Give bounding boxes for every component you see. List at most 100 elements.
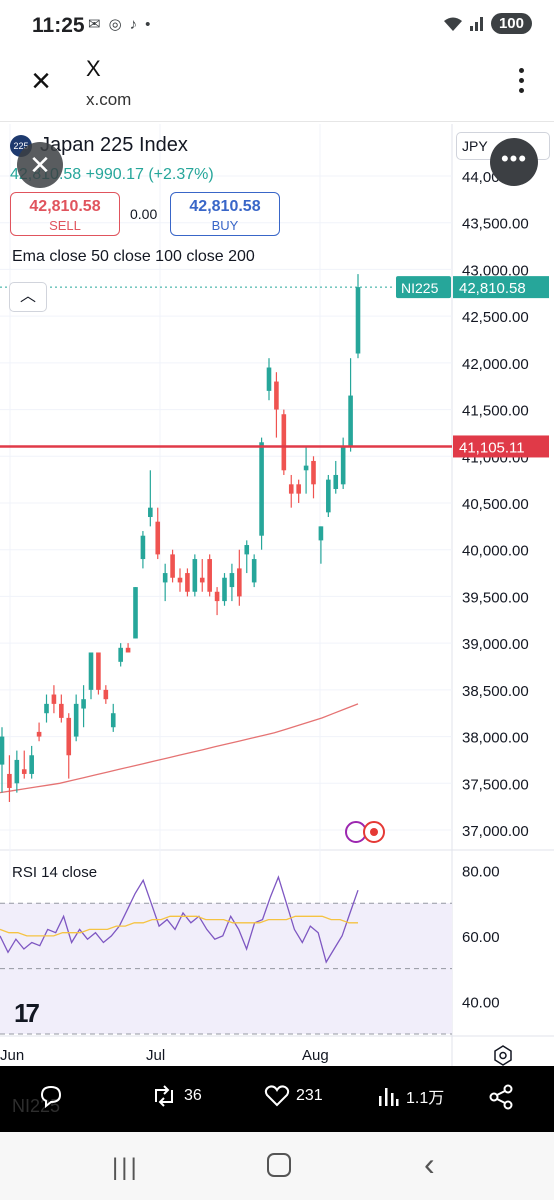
candle-body <box>311 460 316 485</box>
chrome-icon: ◎ <box>108 16 122 33</box>
candle-body <box>162 573 168 583</box>
candle-body <box>266 367 272 391</box>
status-time: 11:25 <box>32 14 85 37</box>
indicator-label[interactable]: Ema close 50 close 100 close 200 <box>12 248 255 265</box>
candle-body <box>96 652 101 690</box>
price-tick-label: 43,500.00 <box>462 216 529 233</box>
dot-icon: • <box>145 15 151 33</box>
settings-icon <box>494 1045 512 1066</box>
price-tick-label: 39,500.00 <box>462 589 529 606</box>
notification-icons: ✉ ◎ ♪ • <box>88 15 151 34</box>
candle-body <box>155 521 161 555</box>
tradingview-logo-icon: 17 <box>14 998 40 1028</box>
candle-body <box>103 689 109 700</box>
reply-button[interactable] <box>38 1084 64 1108</box>
last-symbol-badge <box>396 276 451 299</box>
price-tick-label: 37,000.00 <box>462 823 529 840</box>
price-tick-label: 39,000.00 <box>462 636 529 653</box>
candle-body <box>177 577 183 583</box>
candle-body <box>348 395 353 447</box>
price-tick-label: 40,500.00 <box>462 496 529 513</box>
price-tick-label: 37,500.00 <box>462 776 529 793</box>
price-tick-label: 38,000.00 <box>462 730 529 747</box>
views-button[interactable]: 1.1万 <box>376 1084 444 1108</box>
candle-body <box>207 559 212 592</box>
candle-body <box>244 545 250 555</box>
spread-value: 0.00 <box>130 206 158 222</box>
heart-icon <box>264 1085 290 1107</box>
candle-body <box>36 731 42 737</box>
like-count: 231 <box>296 1087 323 1104</box>
wifi-icon <box>443 17 462 31</box>
candle-body <box>0 736 5 765</box>
price-tick-label: 40,000.00 <box>462 543 529 560</box>
level-price-badge <box>453 435 549 458</box>
signal-icon <box>469 16 483 31</box>
share-button[interactable] <box>488 1084 514 1110</box>
candle-body <box>29 755 34 774</box>
price-tick-label: 42,500.00 <box>462 309 529 326</box>
tiktok-icon: ♪ <box>129 15 138 33</box>
rsi-line <box>0 875 359 964</box>
back-icon[interactable]: ‹ <box>424 1146 435 1182</box>
close-icon[interactable]: × <box>31 62 51 100</box>
time-tick-label: Jun <box>0 1047 24 1064</box>
candle-body <box>326 479 331 513</box>
repost-button[interactable]: 36 <box>150 1084 202 1108</box>
time-tick-label: Jul <box>146 1047 165 1064</box>
candle-body <box>7 773 12 788</box>
views-icon <box>379 1088 399 1106</box>
candle-body <box>199 577 205 583</box>
settings-center-icon <box>499 1051 507 1060</box>
system-icons: 100 <box>443 13 532 34</box>
buy-label: BUY <box>211 218 239 233</box>
level-price-label: 41,105.11 <box>459 439 525 456</box>
repost-icon <box>155 1085 173 1107</box>
browser-header: × X x.com <box>0 52 554 122</box>
candle-body <box>222 577 227 602</box>
candle-body <box>59 703 64 718</box>
media-more-button[interactable]: ••• <box>490 138 538 186</box>
record-dot-icon <box>370 828 378 836</box>
candle-body <box>192 559 198 592</box>
rsi-tick-label: 80.00 <box>462 864 500 881</box>
candle-body <box>14 759 20 784</box>
price-chart[interactable]: 44,000.0043,500.0043,000.0042,500.0042,0… <box>0 124 554 1066</box>
tweet-action-bar: NI225 36 231 1.1万 <box>0 1066 554 1132</box>
candle-body <box>133 587 138 639</box>
page-url: x.com <box>86 90 132 109</box>
home-icon[interactable] <box>267 1153 291 1177</box>
reply-icon <box>40 1085 62 1108</box>
candle-body <box>340 446 346 485</box>
rsi-tick-label: 40.00 <box>462 994 500 1011</box>
sell-button[interactable]: 42,810.58 SELL <box>10 192 120 236</box>
close-icon: ✕ <box>29 150 51 180</box>
candle-body <box>148 507 153 518</box>
rsi-ma-line <box>0 915 358 937</box>
candle-body <box>251 559 257 583</box>
candle-body <box>110 713 116 728</box>
last-price-label: 42,810.58 <box>459 280 526 297</box>
status-bar: 11:25 ✉ ◎ ♪ • 100 <box>0 0 554 52</box>
ghost-symbol: NI225 <box>12 1096 61 1116</box>
candle-body <box>125 647 131 653</box>
chevron-up-icon: ︿ <box>19 288 36 305</box>
price-tick-label: 41,500.00 <box>462 403 529 420</box>
candle-body <box>140 535 146 560</box>
candle-body <box>44 703 49 714</box>
more-options-icon[interactable] <box>516 68 526 98</box>
media-close-button[interactable]: ✕ <box>17 142 63 188</box>
candle-body <box>318 526 324 541</box>
candle-body <box>185 573 190 592</box>
candle-body <box>214 591 220 602</box>
chart-area[interactable]: 44,000.0043,500.0043,000.0042,500.0042,0… <box>0 124 554 1066</box>
candle-body <box>88 652 94 690</box>
currency-value: JPY <box>462 138 488 154</box>
views-count: 1.1万 <box>406 1090 445 1107</box>
last-symbol-label: NI225 <box>401 280 439 296</box>
buy-button[interactable]: 42,810.58 BUY <box>170 192 280 236</box>
recent-apps-icon[interactable]: ||| <box>112 1154 140 1181</box>
collapse-legend-button[interactable]: ︿ <box>9 282 47 312</box>
like-button[interactable]: 231 <box>264 1084 323 1108</box>
candle-body <box>259 442 264 536</box>
